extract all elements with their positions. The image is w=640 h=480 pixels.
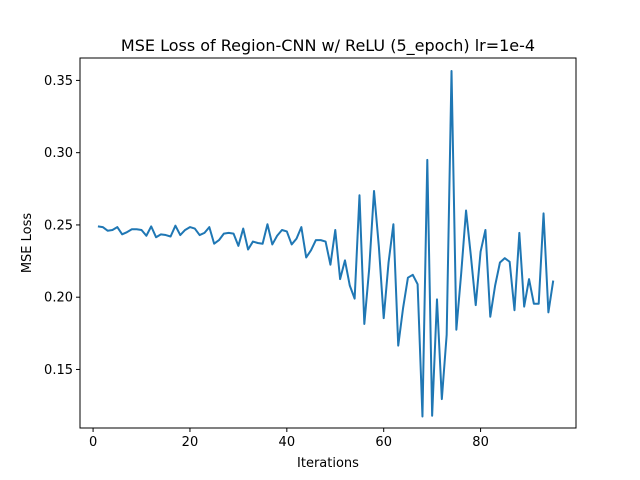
x-axis: 0 20 40 60 80 — [89, 428, 489, 450]
x-tick-label: 40 — [279, 435, 296, 450]
x-tick-label: 60 — [375, 435, 392, 450]
y-tick-label: 0.15 — [44, 363, 73, 378]
chart-title: MSE Loss of Region-CNN w/ ReLU (5_epoch)… — [121, 36, 535, 56]
x-tick-label: 20 — [182, 435, 199, 450]
x-axis-label: Iterations — [297, 456, 359, 471]
loss-series-line — [97, 70, 555, 418]
plot-area — [97, 70, 555, 418]
y-tick-label: 0.30 — [44, 146, 73, 161]
y-tick-label: 0.20 — [44, 291, 73, 306]
x-tick-label: 0 — [89, 435, 97, 450]
y-tick-label: 0.25 — [44, 218, 73, 233]
y-axis: 0.15 0.20 0.25 0.30 0.35 — [44, 74, 80, 378]
x-tick-label: 80 — [472, 435, 489, 450]
axes-frame — [79, 57, 577, 429]
y-axis-label: MSE Loss — [20, 213, 35, 274]
y-tick-label: 0.35 — [44, 74, 73, 89]
